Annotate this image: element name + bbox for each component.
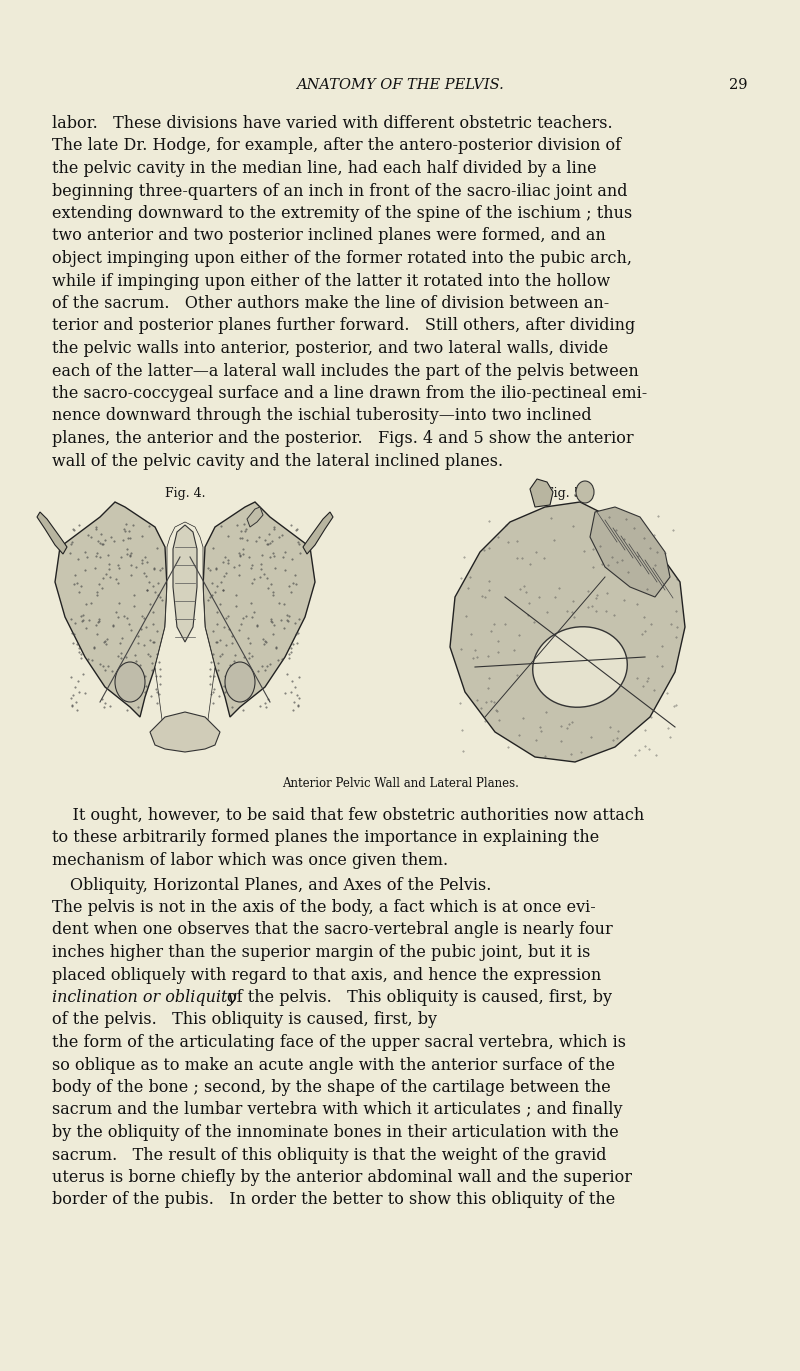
Text: two anterior and two posterior inclined planes were formed, and an: two anterior and two posterior inclined … xyxy=(52,228,606,244)
Text: by the obliquity of the innominate bones in their articulation with the: by the obliquity of the innominate bones… xyxy=(52,1124,618,1141)
Text: of the pelvis.   This obliquity is caused, first, by: of the pelvis. This obliquity is caused,… xyxy=(227,988,612,1006)
Polygon shape xyxy=(203,502,315,717)
Polygon shape xyxy=(55,502,167,717)
Text: of the sacrum.   Other authors make the line of division between an-: of the sacrum. Other authors make the li… xyxy=(52,295,610,313)
Ellipse shape xyxy=(576,481,594,503)
Text: Anterior Pelvic Wall and Lateral Planes.: Anterior Pelvic Wall and Lateral Planes. xyxy=(282,777,518,790)
Text: labor.   These divisions have varied with different obstetric teachers.: labor. These divisions have varied with … xyxy=(52,115,613,132)
Text: It ought, however, to be said that few obstetric authorities now attach: It ought, however, to be said that few o… xyxy=(52,808,644,824)
Polygon shape xyxy=(173,525,197,642)
Text: so oblique as to make an acute angle with the anterior surface of the: so oblique as to make an acute angle wit… xyxy=(52,1057,615,1073)
Text: border of the pubis.   In order the better to show this obliquity of the: border of the pubis. In order the better… xyxy=(52,1191,615,1208)
Text: wall of the pelvic cavity and the lateral inclined planes.: wall of the pelvic cavity and the latera… xyxy=(52,452,503,469)
Text: placed obliquely with regard to that axis, and hence the expression: placed obliquely with regard to that axi… xyxy=(52,967,602,983)
Text: to these arbitrarily formed planes the importance in explaining the: to these arbitrarily formed planes the i… xyxy=(52,829,599,846)
Text: uterus is borne chiefly by the anterior abdominal wall and the superior: uterus is borne chiefly by the anterior … xyxy=(52,1169,632,1186)
Text: inches higher than the superior margin of the pubic joint, but it is: inches higher than the superior margin o… xyxy=(52,945,590,961)
Text: of the pelvis.   This obliquity is caused, first, by: of the pelvis. This obliquity is caused,… xyxy=(52,1012,437,1028)
Text: sacrum.   The result of this obliquity is that the weight of the gravid: sacrum. The result of this obliquity is … xyxy=(52,1146,606,1164)
Ellipse shape xyxy=(225,662,255,702)
Text: terior and posterior planes further forward.   Still others, after dividing: terior and posterior planes further forw… xyxy=(52,318,635,335)
Text: object impinging upon either of the former rotated into the pubic arch,: object impinging upon either of the form… xyxy=(52,250,632,267)
Text: body of the bone ; second, by the shape of the cartilage between the: body of the bone ; second, by the shape … xyxy=(52,1079,610,1095)
Polygon shape xyxy=(37,511,67,554)
Text: the pelvic cavity in the median line, had each half divided by a line: the pelvic cavity in the median line, ha… xyxy=(52,160,597,177)
Text: while if impinging upon either of the latter it rotated into the hollow: while if impinging upon either of the la… xyxy=(52,273,610,289)
Polygon shape xyxy=(303,511,333,554)
Text: Fig. 5.: Fig. 5. xyxy=(545,487,585,500)
Polygon shape xyxy=(150,712,220,753)
Text: mechanism of labor which was once given them.: mechanism of labor which was once given … xyxy=(52,851,448,869)
Text: the form of the articulating face of the upper sacral vertebra, which is: the form of the articulating face of the… xyxy=(52,1034,626,1052)
Polygon shape xyxy=(530,478,553,507)
Polygon shape xyxy=(450,502,685,762)
Text: dent when one observes that the sacro-vertebral angle is nearly four: dent when one observes that the sacro-ve… xyxy=(52,921,613,939)
Polygon shape xyxy=(590,507,670,596)
Text: extending downward to the extremity of the spine of the ischium ; thus: extending downward to the extremity of t… xyxy=(52,206,632,222)
Text: Obliquity, Horizontal Planes, and Axes of the Pelvis.: Obliquity, Horizontal Planes, and Axes o… xyxy=(70,876,491,894)
Text: The late Dr. Hodge, for example, after the antero-posterior division of: The late Dr. Hodge, for example, after t… xyxy=(52,137,621,155)
Text: each of the latter—a lateral wall includes the part of the pelvis between: each of the latter—a lateral wall includ… xyxy=(52,362,638,380)
Text: inclination or obliquity: inclination or obliquity xyxy=(52,988,242,1006)
Text: sacrum and the lumbar vertebra with which it articulates ; and finally: sacrum and the lumbar vertebra with whic… xyxy=(52,1101,622,1119)
Text: The pelvis is not in the axis of the body, a fact which is at once evi-: The pelvis is not in the axis of the bod… xyxy=(52,899,596,916)
Polygon shape xyxy=(247,507,263,526)
Ellipse shape xyxy=(115,662,145,702)
Text: beginning three-quarters of an inch in front of the sacro-iliac joint and: beginning three-quarters of an inch in f… xyxy=(52,182,627,200)
Ellipse shape xyxy=(533,627,627,707)
Text: planes, the anterior and the posterior.   Figs. 4 and 5 show the anterior: planes, the anterior and the posterior. … xyxy=(52,430,634,447)
Text: Fig. 4.: Fig. 4. xyxy=(165,487,206,500)
Text: 29: 29 xyxy=(730,78,748,92)
Text: the pelvic walls into anterior, posterior, and two lateral walls, divide: the pelvic walls into anterior, posterio… xyxy=(52,340,608,356)
Polygon shape xyxy=(155,522,215,742)
Text: ANATOMY OF THE PELVIS.: ANATOMY OF THE PELVIS. xyxy=(296,78,504,92)
Text: nence downward through the ischial tuberosity—into two inclined: nence downward through the ischial tuber… xyxy=(52,407,592,425)
Text: the sacro-coccygeal surface and a line drawn from the ilio-pectineal emi-: the sacro-coccygeal surface and a line d… xyxy=(52,385,647,402)
